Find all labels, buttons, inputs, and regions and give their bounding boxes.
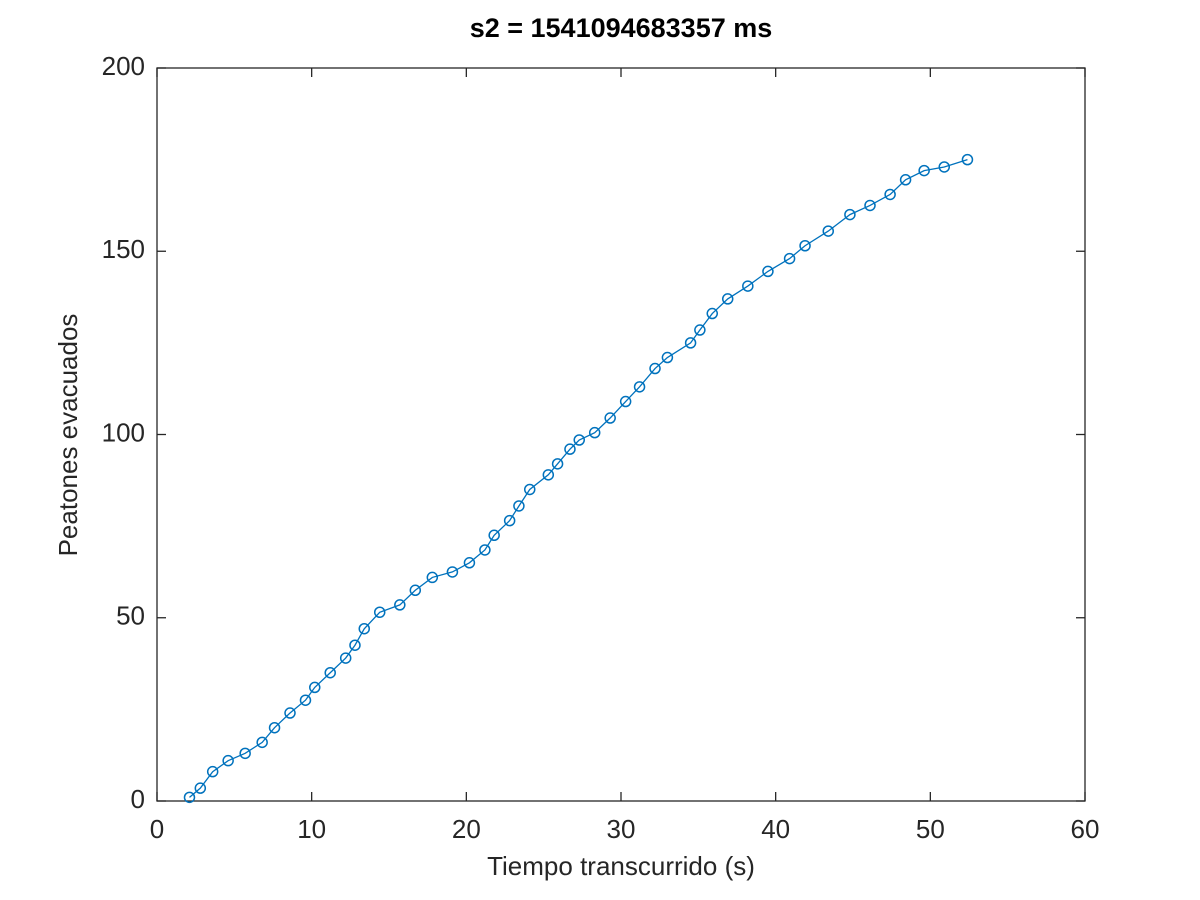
data-point: [588, 426, 601, 439]
x-tick-label: 10: [297, 814, 326, 844]
x-axis-label: Tiempo transcurrido (s): [487, 851, 755, 881]
data-point: [604, 412, 616, 424]
data-point: [918, 164, 930, 177]
data-point: [183, 791, 196, 804]
data-point: [742, 280, 754, 292]
data-point: [479, 544, 491, 556]
data-point: [222, 754, 234, 767]
data-point: [284, 707, 296, 719]
x-tick-label: 50: [916, 814, 945, 844]
data-point: [426, 571, 439, 584]
data-point: [721, 293, 734, 305]
data-point: [573, 434, 585, 446]
data-point: [884, 188, 896, 201]
data-point: [206, 765, 219, 778]
data-point: [564, 443, 576, 455]
data-point: [684, 337, 697, 349]
data-point: [619, 395, 632, 408]
x-tick-label: 40: [761, 814, 790, 844]
data-point: [324, 666, 336, 679]
data-point: [633, 381, 646, 393]
data-point: [864, 199, 876, 212]
y-axis-label: Peatones evacuados: [53, 314, 83, 557]
data-point: [649, 362, 661, 375]
data-point: [513, 500, 525, 512]
data-point: [409, 584, 422, 597]
data-point: [463, 557, 476, 569]
data-point: [783, 252, 796, 265]
data-point: [762, 265, 774, 278]
data-point: [339, 652, 352, 664]
data-point: [523, 483, 536, 496]
data-point: [899, 174, 912, 186]
x-tick-label: 30: [607, 814, 636, 844]
data-point: [844, 208, 856, 221]
data-point: [194, 782, 207, 794]
y-tick-label: 50: [116, 601, 145, 631]
x-tick-label: 60: [1071, 814, 1100, 844]
y-tick-label: 0: [131, 784, 145, 814]
data-point: [661, 351, 674, 364]
data-point: [299, 694, 312, 706]
data-point: [694, 324, 706, 336]
data-point: [268, 721, 281, 734]
data-point: [551, 458, 564, 470]
data-point: [239, 747, 251, 760]
data-point: [373, 606, 386, 619]
chart-title: s2 = 1541094683357 ms: [470, 13, 773, 43]
data-point: [542, 469, 555, 481]
data-point: [938, 161, 951, 173]
data-point: [822, 225, 835, 237]
data-point: [488, 529, 500, 542]
data-point: [394, 599, 406, 611]
data-point: [309, 681, 321, 694]
data-point: [503, 514, 516, 527]
data-point: [799, 240, 811, 252]
y-tick-label: 150: [102, 234, 145, 264]
x-tick-label: 0: [150, 814, 164, 844]
data-point: [349, 639, 361, 651]
data-point: [446, 566, 459, 578]
data-point: [961, 153, 974, 166]
x-tick-label: 20: [452, 814, 481, 844]
y-tick-label: 100: [102, 417, 145, 447]
data-point: [358, 622, 371, 635]
y-tick-label: 200: [102, 51, 145, 81]
data-point: [256, 736, 268, 749]
data-point: [706, 307, 719, 320]
